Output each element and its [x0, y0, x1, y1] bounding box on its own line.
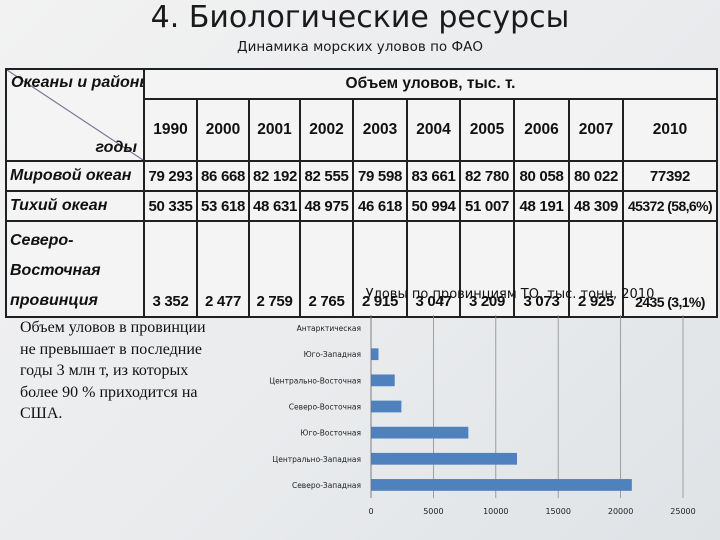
- bar: [371, 479, 632, 491]
- x-tick-label: 0: [368, 507, 373, 516]
- table-cell: 50 994: [406, 190, 461, 222]
- row-label-pacific-ocean: Тихий океан: [5, 190, 145, 222]
- table-cell: 2 477: [196, 220, 250, 318]
- table-cell: 2 925: [568, 220, 624, 318]
- table-cell: 80 058: [513, 160, 570, 192]
- year-header: 2001: [248, 98, 301, 162]
- table-group-header: Объем уловов, тыс. т.: [142, 68, 719, 100]
- table-cell: 82 192: [248, 160, 301, 192]
- table-cell: 48 309: [568, 190, 624, 222]
- corner-label-regions: Океаны и районы: [11, 74, 144, 91]
- table-cell: 2 759: [248, 220, 301, 318]
- category-label: Центрально-Восточная: [269, 376, 361, 385]
- category-label: Северо-Западная: [292, 481, 361, 490]
- catch-table: Океаны и районы годы Объем уловов, тыс. …: [5, 68, 719, 318]
- slide-subtitle: Динамика морских уловов по ФАО: [237, 39, 483, 55]
- table-cell: 3 073: [513, 220, 570, 318]
- year-header: 2000: [196, 98, 250, 162]
- year-header: 2006: [513, 98, 570, 162]
- table-cell: 2 765: [299, 220, 354, 318]
- table-cell: 79 598: [352, 160, 408, 192]
- year-header: 1990: [143, 98, 198, 162]
- table-cell: 53 618: [196, 190, 250, 222]
- x-tick-label: 25000: [670, 507, 695, 516]
- table-cell: 3 352: [143, 220, 198, 318]
- slide-title: 4. Биологические ресурсы: [150, 0, 570, 35]
- table-cell: 48 631: [248, 190, 301, 222]
- year-header: 2010: [621, 98, 719, 162]
- table-cell: 45372 (58,6%): [621, 190, 719, 222]
- table-cell: 48 975: [299, 190, 354, 222]
- x-tick-label: 20000: [608, 507, 633, 516]
- x-tick-label: 5000: [423, 507, 443, 516]
- bar: [371, 426, 469, 439]
- table-row: Северо-Восточная провинция 3 352 2 477 2…: [5, 220, 719, 318]
- category-label: Северо-Восточная: [289, 403, 361, 412]
- bar: [371, 374, 395, 387]
- year-header: 2002: [299, 98, 354, 162]
- row-label-northeast-province: Северо-Восточная провинция: [5, 220, 145, 318]
- year-header: 2007: [568, 98, 624, 162]
- year-header: 2003: [352, 98, 408, 162]
- corner-label-years: годы: [95, 139, 137, 156]
- table-cell: 82 555: [299, 160, 354, 192]
- chart-title: Уловы по провинциям ТО, тыс. тонн, 2010: [365, 287, 655, 302]
- table-row: Тихий океан 50 335 53 618 48 631 48 975 …: [5, 190, 719, 222]
- year-header: 2005: [459, 98, 515, 162]
- category-label: Юго-Восточная: [300, 429, 361, 438]
- table-cell: 50 335: [143, 190, 198, 222]
- x-tick-label: 15000: [545, 507, 570, 516]
- category-label: Юго-Западная: [304, 350, 361, 359]
- table-cell: 83 661: [406, 160, 461, 192]
- note-text: Объем уловов в провинции не превышает в …: [20, 319, 206, 422]
- table-cell: 2435 (3,1%): [621, 220, 719, 318]
- table-cell: 46 618: [352, 190, 408, 222]
- corner-diagonal: [7, 70, 143, 160]
- table-cell: 79 293: [143, 160, 198, 192]
- table-cell: 51 007: [459, 190, 515, 222]
- x-tick-label: 10000: [483, 507, 508, 516]
- category-label: Центрально-Западная: [272, 455, 361, 464]
- category-label: Антарктическая: [297, 324, 361, 333]
- table-corner-cell: Океаны и районы годы: [5, 68, 145, 162]
- table-row: Мировой океан 79 293 86 668 82 192 82 55…: [5, 160, 719, 192]
- table-cell: 82 780: [459, 160, 515, 192]
- table-cell: 3 209: [459, 220, 515, 318]
- province-catch-chart: 0 5000 10000 15000 20000 25000 Антарктическая Ю…: [269, 315, 696, 516]
- bar: [371, 452, 518, 465]
- table-cell: 80 022: [568, 160, 624, 192]
- table-cell: 2 915: [352, 220, 408, 318]
- table-cell: 3 047: [406, 220, 461, 318]
- table-cell: 48 191: [513, 190, 570, 222]
- row-label-world-ocean: Мировой океан: [5, 160, 145, 192]
- year-header: 2004: [406, 98, 461, 162]
- bar: [371, 400, 402, 413]
- table-cell: 86 668: [196, 160, 250, 192]
- bar: [371, 348, 379, 361]
- table-cell: 77392: [621, 160, 719, 192]
